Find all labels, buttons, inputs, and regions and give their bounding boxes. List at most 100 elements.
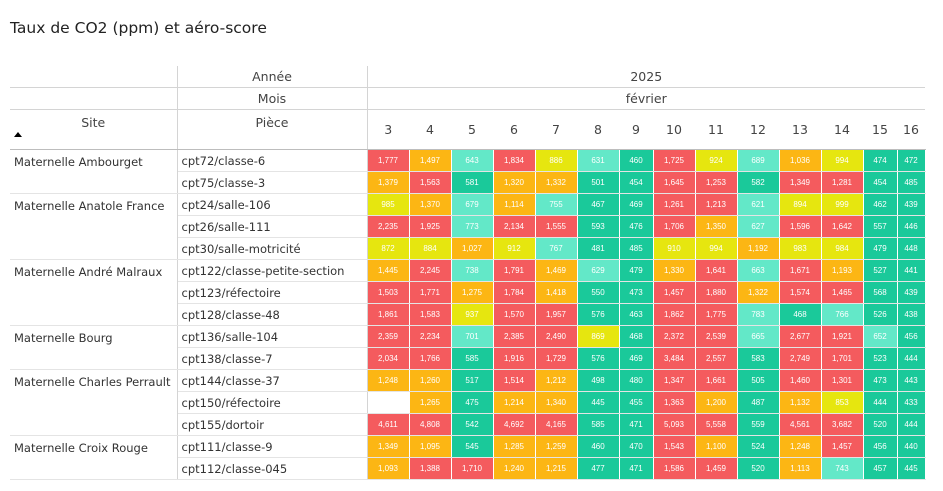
day-column-header[interactable]: 16 (897, 109, 925, 150)
co2-value-cell[interactable]: 5,093 (652, 413, 696, 436)
co2-value-cell[interactable]: 444 (896, 347, 926, 370)
co2-value-cell[interactable]: 498 (576, 369, 620, 392)
co2-value-cell[interactable]: 743 (820, 457, 864, 480)
co2-value-cell[interactable]: 469 (618, 193, 654, 216)
piece-cell[interactable]: cpt26/salle-111 (177, 215, 368, 238)
co2-value-cell[interactable]: 1,214 (492, 391, 536, 414)
co2-value-cell[interactable]: 1,285 (492, 435, 536, 458)
co2-value-cell[interactable]: 738 (450, 259, 494, 282)
co2-value-cell[interactable]: 1,260 (408, 369, 452, 392)
co2-value-cell[interactable]: 1,729 (534, 347, 578, 370)
co2-value-cell[interactable]: 468 (778, 303, 822, 326)
co2-value-cell[interactable]: 886 (534, 149, 578, 172)
co2-value-cell[interactable]: 1,514 (492, 369, 536, 392)
piece-column-header[interactable]: Pièce (177, 109, 368, 150)
co2-value-cell[interactable]: 679 (450, 193, 494, 216)
co2-value-cell[interactable]: 2,372 (652, 325, 696, 348)
co2-value-cell[interactable]: 1,213 (694, 193, 738, 216)
co2-value-cell[interactable]: 2,359 (366, 325, 410, 348)
day-column-header[interactable]: 6 (493, 109, 535, 150)
co2-value-cell[interactable]: 773 (450, 215, 494, 238)
co2-value-cell[interactable]: 460 (618, 149, 654, 172)
co2-value-cell[interactable]: 984 (820, 237, 864, 260)
co2-value-cell[interactable]: 481 (576, 237, 620, 260)
co2-value-cell[interactable]: 665 (736, 325, 780, 348)
co2-value-cell[interactable]: 462 (862, 193, 898, 216)
co2-value-cell[interactable]: 1,570 (492, 303, 536, 326)
co2-value-cell[interactable]: 557 (862, 215, 898, 238)
co2-value-cell[interactable]: 4,692 (492, 413, 536, 436)
co2-value-cell[interactable]: 585 (450, 347, 494, 370)
piece-cell[interactable]: cpt123/réfectoire (177, 281, 368, 304)
co2-value-cell[interactable]: 4,808 (408, 413, 452, 436)
co2-value-cell[interactable]: 1,036 (778, 149, 822, 172)
co2-value-cell[interactable]: 471 (618, 413, 654, 436)
co2-value-cell[interactable]: 1,265 (408, 391, 452, 414)
co2-value-cell[interactable]: 1,791 (492, 259, 536, 282)
day-column-header[interactable]: 4 (409, 109, 451, 150)
co2-value-cell[interactable]: 2,385 (492, 325, 536, 348)
day-column-header[interactable]: 8 (577, 109, 619, 150)
site-cell[interactable]: Maternelle Charles Perrault (10, 369, 178, 436)
co2-value-cell[interactable]: 550 (576, 281, 620, 304)
co2-value-cell[interactable]: 1,248 (778, 435, 822, 458)
co2-value-cell[interactable]: 1,701 (820, 347, 864, 370)
co2-value-cell[interactable]: 1,114 (492, 193, 536, 216)
co2-value-cell[interactable]: 1,465 (820, 281, 864, 304)
co2-value-cell[interactable]: 894 (778, 193, 822, 216)
co2-value-cell[interactable]: 446 (896, 215, 926, 238)
co2-value-cell[interactable]: 994 (694, 237, 738, 260)
day-column-header[interactable]: 3 (367, 109, 409, 150)
co2-value-cell[interactable]: 621 (736, 193, 780, 216)
co2-value-cell[interactable]: 1,322 (736, 281, 780, 304)
co2-value-cell[interactable]: 2,034 (366, 347, 410, 370)
co2-value-cell[interactable]: 1,379 (366, 171, 410, 194)
co2-value-cell[interactable]: 652 (862, 325, 898, 348)
month-header[interactable]: février (367, 87, 925, 110)
co2-value-cell[interactable]: 472 (896, 149, 926, 172)
co2-value-cell[interactable]: 2,234 (408, 325, 452, 348)
co2-value-cell[interactable]: 474 (862, 149, 898, 172)
co2-value-cell[interactable]: 440 (896, 435, 926, 458)
piece-cell[interactable]: cpt72/classe-6 (177, 149, 368, 172)
piece-cell[interactable]: cpt138/classe-7 (177, 347, 368, 370)
site-column-header[interactable]: Site (10, 109, 178, 150)
co2-value-cell[interactable]: 475 (450, 391, 494, 414)
co2-value-cell[interactable]: 1,642 (820, 215, 864, 238)
co2-value-cell[interactable]: 1,916 (492, 347, 536, 370)
co2-value-cell[interactable]: 1,113 (778, 457, 822, 480)
co2-value-cell[interactable]: 1,193 (820, 259, 864, 282)
co2-value-cell[interactable]: 1,563 (408, 171, 452, 194)
co2-value-cell[interactable]: 1,645 (652, 171, 696, 194)
co2-value-cell[interactable]: 1,921 (820, 325, 864, 348)
co2-value-cell[interactable]: 526 (862, 303, 898, 326)
co2-value-cell[interactable]: 433 (896, 391, 926, 414)
co2-value-cell[interactable]: 1,261 (652, 193, 696, 216)
year-header[interactable]: 2025 (367, 66, 925, 88)
co2-value-cell[interactable]: 1,363 (652, 391, 696, 414)
co2-value-cell[interactable]: 1,281 (820, 171, 864, 194)
piece-cell[interactable]: cpt150/réfectoire (177, 391, 368, 414)
co2-value-cell[interactable]: 884 (408, 237, 452, 260)
co2-value-cell[interactable]: 1,445 (366, 259, 410, 282)
co2-value-cell[interactable]: 2,749 (778, 347, 822, 370)
site-cell[interactable]: Maternelle Bourg (10, 325, 178, 370)
co2-value-cell[interactable]: 1,027 (450, 237, 494, 260)
co2-value-cell[interactable]: 1,555 (534, 215, 578, 238)
co2-value-cell[interactable]: 520 (862, 413, 898, 436)
co2-value-cell[interactable]: 480 (618, 369, 654, 392)
co2-value-cell[interactable]: 872 (366, 237, 410, 260)
co2-value-cell[interactable]: 767 (534, 237, 578, 260)
co2-value-cell[interactable]: 689 (736, 149, 780, 172)
co2-value-cell[interactable]: 5,558 (694, 413, 738, 436)
co2-value-cell[interactable]: 485 (618, 237, 654, 260)
co2-value-cell[interactable]: 2,677 (778, 325, 822, 348)
site-cell[interactable]: Maternelle Anatole France (10, 193, 178, 260)
co2-value-cell[interactable]: 910 (652, 237, 696, 260)
co2-value-cell[interactable]: 1,388 (408, 457, 452, 480)
co2-value-cell[interactable]: 444 (862, 391, 898, 414)
co2-value-cell[interactable]: 441 (896, 259, 926, 282)
co2-value-cell[interactable]: 2,134 (492, 215, 536, 238)
piece-cell[interactable]: cpt144/classe-37 (177, 369, 368, 392)
co2-value-cell[interactable]: 523 (862, 347, 898, 370)
